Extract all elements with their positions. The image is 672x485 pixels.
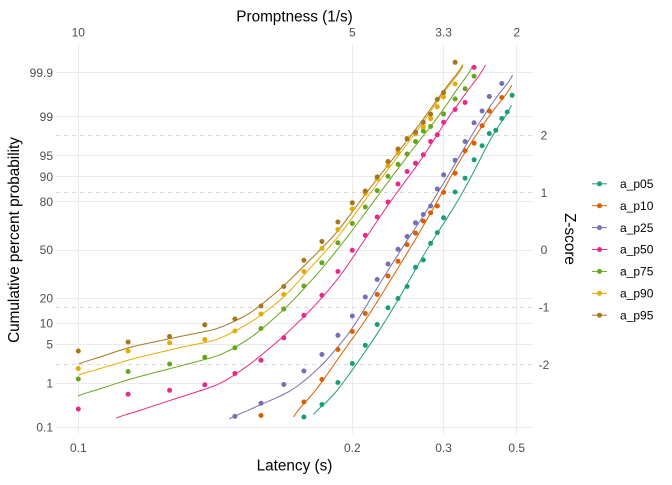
svg-text:99.9: 99.9 — [30, 66, 54, 80]
svg-text:a_p50: a_p50 — [620, 243, 654, 257]
svg-text:0.2: 0.2 — [344, 441, 361, 455]
svg-text:0: 0 — [541, 243, 548, 257]
svg-text:Cumulative percent probability: Cumulative percent probability — [6, 137, 23, 343]
svg-text:1: 1 — [46, 377, 53, 391]
svg-text:50: 50 — [40, 243, 54, 257]
svg-text:a_p95: a_p95 — [620, 308, 654, 322]
svg-text:-2: -2 — [539, 358, 550, 372]
svg-text:a_p75: a_p75 — [620, 265, 654, 279]
svg-text:95: 95 — [40, 149, 54, 163]
svg-text:2: 2 — [541, 129, 548, 143]
svg-text:-1: -1 — [539, 301, 550, 315]
svg-text:20: 20 — [40, 291, 54, 305]
svg-text:10: 10 — [72, 25, 86, 39]
svg-text:0.1: 0.1 — [70, 441, 87, 455]
svg-text:1: 1 — [541, 186, 548, 200]
svg-text:80: 80 — [40, 195, 54, 209]
svg-text:3.3: 3.3 — [435, 25, 452, 39]
svg-text:a_p10: a_p10 — [620, 199, 654, 213]
svg-text:Promptness (1/s): Promptness (1/s) — [236, 8, 352, 25]
svg-text:10: 10 — [40, 317, 54, 331]
svg-text:0.5: 0.5 — [508, 441, 525, 455]
svg-text:5: 5 — [349, 25, 356, 39]
svg-text:99: 99 — [40, 110, 54, 124]
svg-text:2: 2 — [513, 25, 520, 39]
svg-text:Latency (s): Latency (s) — [257, 458, 333, 475]
svg-text:a_p25: a_p25 — [620, 221, 654, 235]
svg-text:Z-score: Z-score — [561, 213, 578, 265]
svg-text:90: 90 — [40, 170, 54, 184]
svg-text:a_p05: a_p05 — [620, 177, 654, 191]
svg-text:0.3: 0.3 — [435, 441, 452, 455]
svg-text:a_p90: a_p90 — [620, 287, 654, 301]
svg-text:5: 5 — [46, 338, 53, 352]
svg-text:0.1: 0.1 — [36, 420, 53, 434]
